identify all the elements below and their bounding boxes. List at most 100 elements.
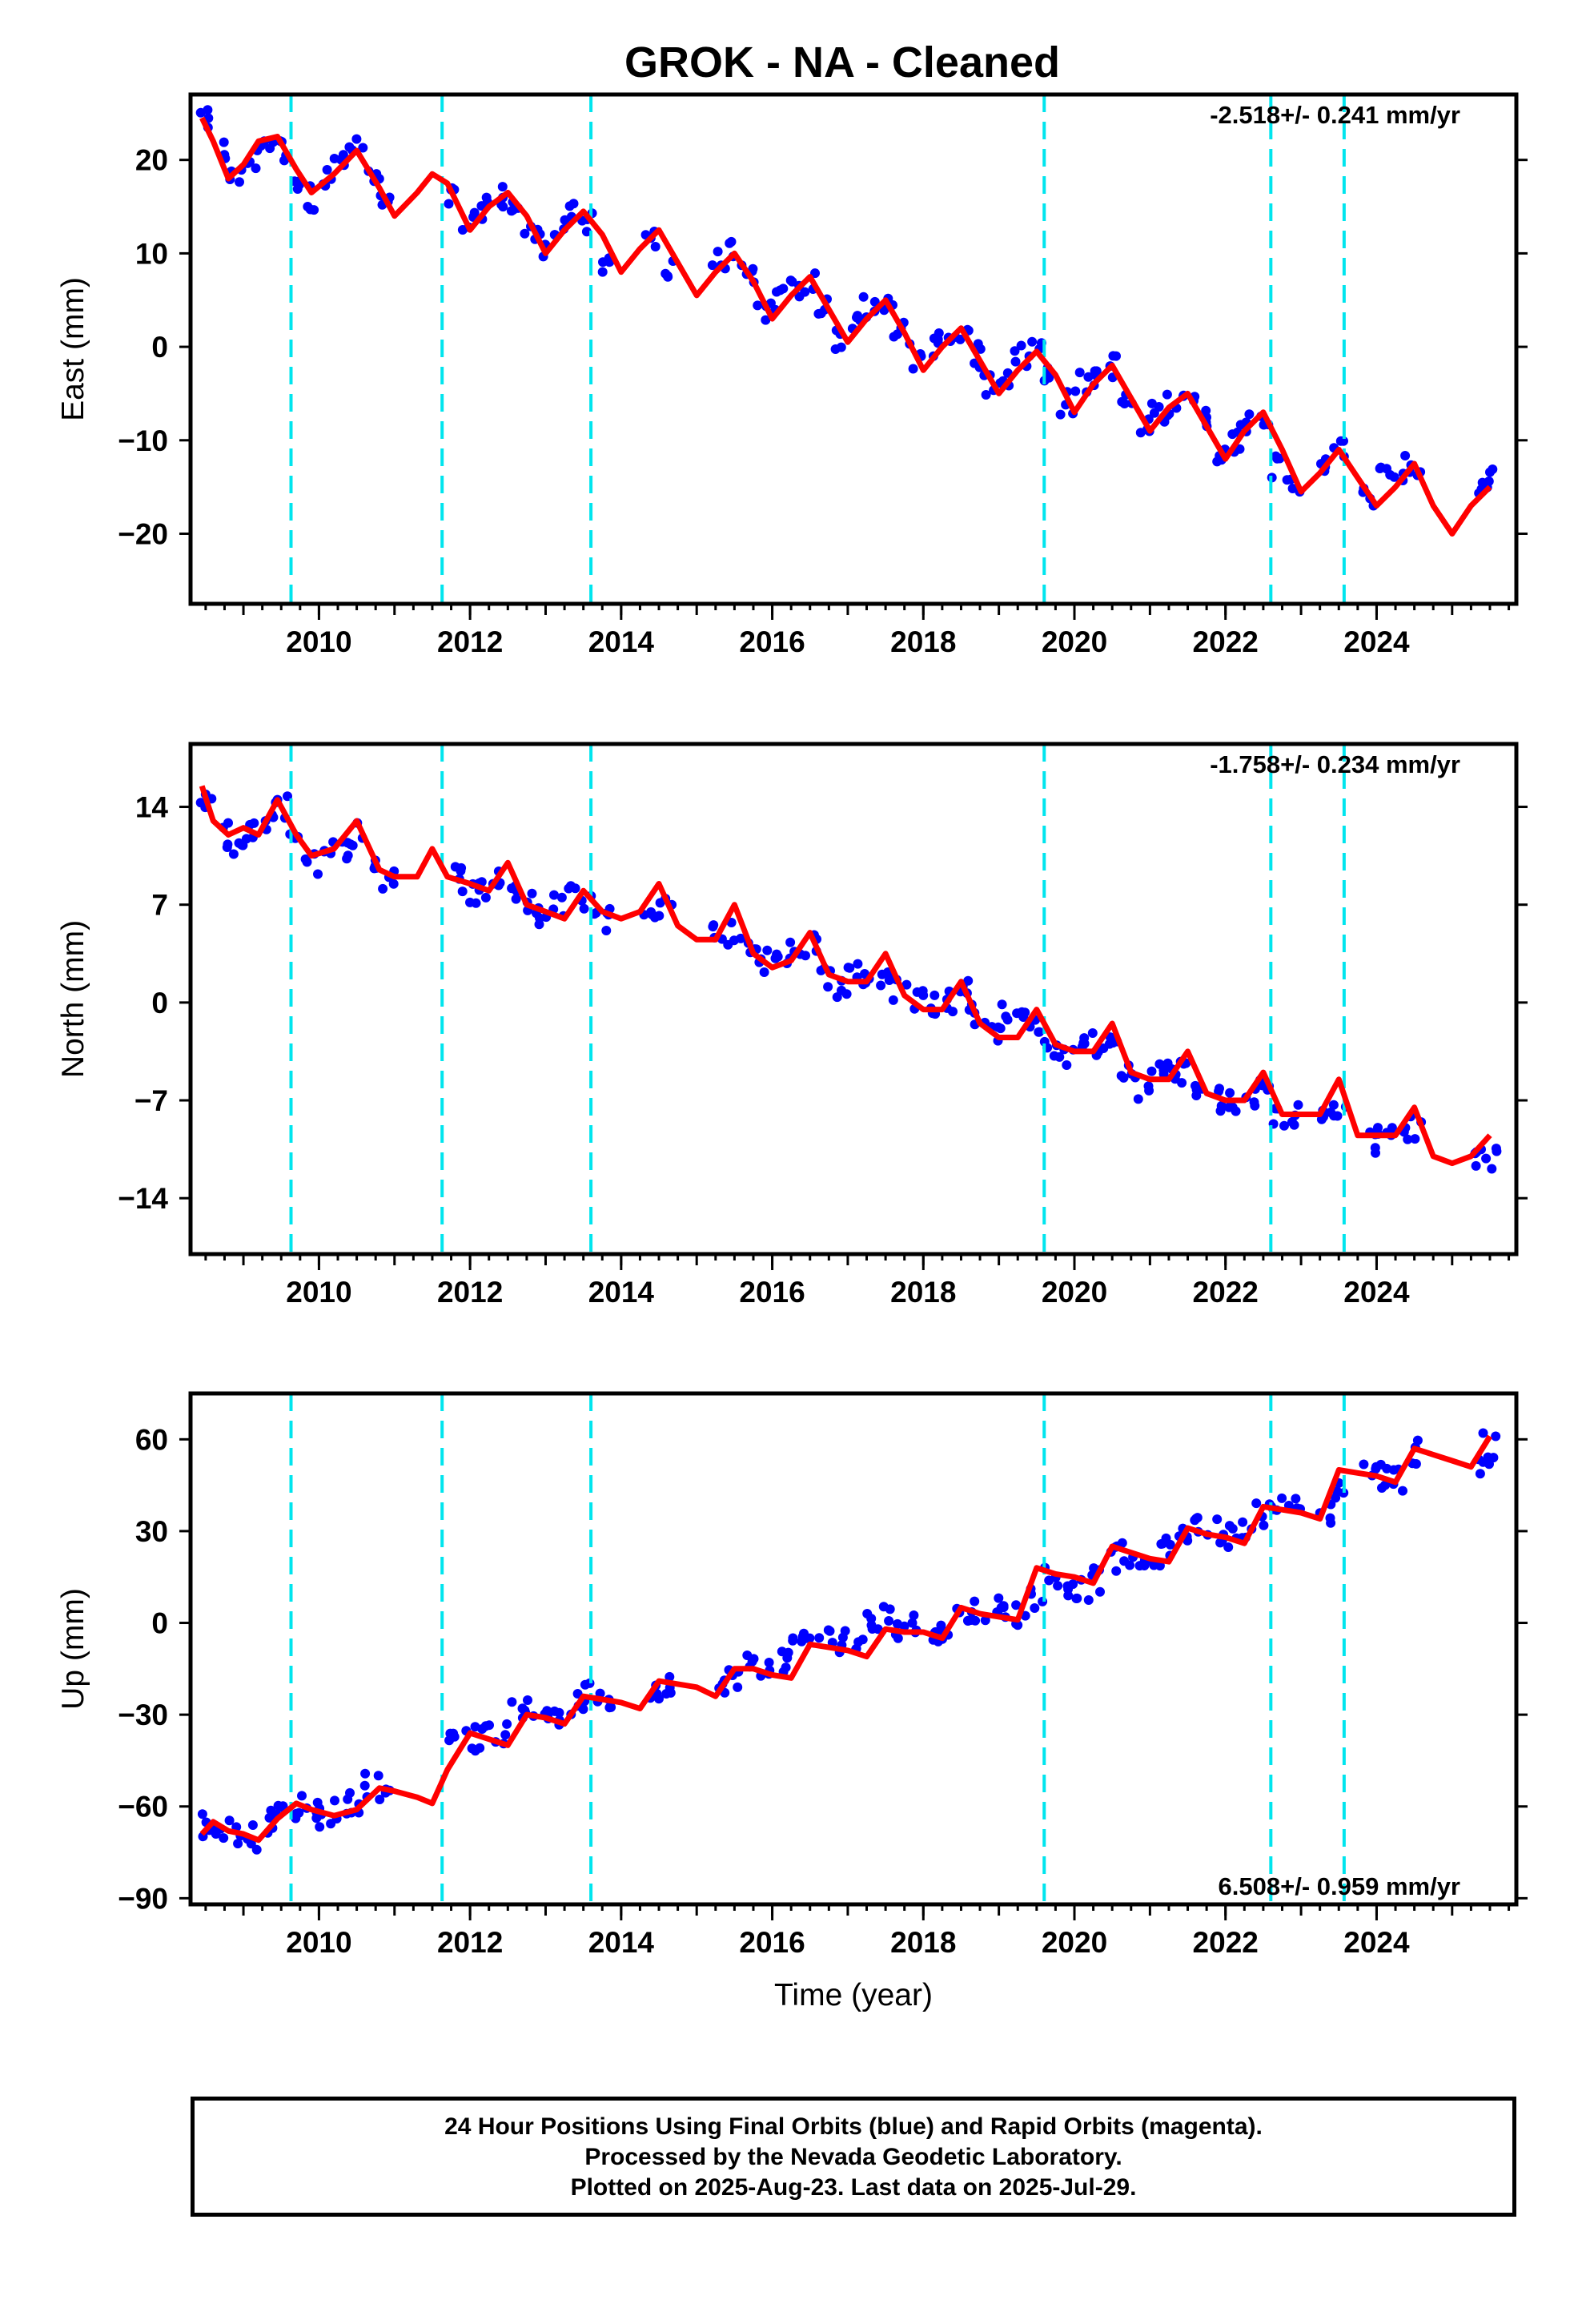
- observation-point: [223, 839, 233, 850]
- observation-point: [1133, 1094, 1143, 1104]
- observation-point: [1214, 1086, 1224, 1096]
- observation-point: [1016, 340, 1026, 351]
- observation-point: [1382, 464, 1391, 474]
- x-tick-label: 2016: [739, 1926, 805, 1959]
- observation-point: [1063, 1590, 1074, 1601]
- observation-point: [1070, 386, 1081, 396]
- x-tick-label: 2024: [1343, 1926, 1410, 1959]
- rate-label: -2.518+/- 0.241 mm/yr: [1210, 101, 1460, 129]
- observation-point: [465, 897, 475, 907]
- observation-point: [1223, 1542, 1234, 1552]
- observation-point: [825, 1626, 835, 1636]
- model-curve: [199, 116, 1492, 537]
- observation-point: [457, 887, 468, 897]
- observation-point: [1370, 1143, 1380, 1153]
- plot-area: [195, 744, 1502, 1254]
- observation-point: [858, 292, 869, 302]
- observation-point: [1339, 1488, 1349, 1498]
- x-tick-label: 2020: [1042, 1926, 1107, 1959]
- observation-point: [908, 364, 918, 374]
- y-axis-label: North (mm): [56, 920, 90, 1078]
- observation-point: [1010, 346, 1020, 356]
- x-tick-label: 2014: [588, 1276, 655, 1309]
- observation-point: [601, 926, 612, 935]
- observation-point: [228, 849, 239, 859]
- observation-point: [445, 1728, 456, 1739]
- observation-point: [980, 1615, 990, 1626]
- observation-point: [278, 1801, 288, 1811]
- observation-point: [801, 951, 810, 961]
- x-tick-label: 2020: [1042, 625, 1107, 658]
- observation-point: [1398, 1486, 1407, 1496]
- y-axis-label: Up (mm): [56, 1588, 90, 1710]
- observation-point: [814, 1633, 825, 1643]
- observation-point: [297, 1791, 307, 1801]
- observation-point: [663, 271, 673, 282]
- observation-point: [948, 1007, 958, 1017]
- observation-point: [1272, 453, 1283, 464]
- plot-frame: [188, 1391, 1519, 1907]
- observation-point: [195, 107, 206, 118]
- observation-point: [1068, 1579, 1078, 1590]
- observation-point: [251, 1844, 262, 1855]
- observation-point: [1149, 1560, 1159, 1570]
- observation-point: [315, 1822, 325, 1832]
- observation-point: [480, 1721, 491, 1731]
- observation-point: [1329, 1111, 1339, 1121]
- observation-point: [997, 999, 1007, 1010]
- x-tick-label: 2016: [739, 625, 805, 658]
- observation-point: [907, 1618, 917, 1628]
- x-axis-label: Time (year): [774, 1978, 933, 2012]
- observation-point: [506, 206, 516, 216]
- observation-point: [1010, 356, 1021, 367]
- observation-point: [733, 1682, 743, 1692]
- observation-point: [1116, 1071, 1126, 1081]
- x-tick-label: 2022: [1193, 1276, 1259, 1309]
- figure-title: GROK - NA - Cleaned: [624, 38, 1060, 86]
- observation-point: [1034, 1027, 1044, 1037]
- y-tick-label: −90: [118, 1882, 168, 1915]
- observation-point: [1027, 336, 1038, 347]
- observation-point: [753, 300, 763, 311]
- observation-point: [542, 1706, 552, 1716]
- caption-line-1: 24 Hour Positions Using Final Orbits (bl…: [444, 2113, 1263, 2140]
- observation-point: [322, 165, 332, 175]
- observation-point: [219, 1833, 229, 1844]
- observation-point: [877, 969, 887, 979]
- observation-point: [1475, 1469, 1485, 1479]
- observation-point: [981, 390, 991, 400]
- observation-point: [360, 1768, 371, 1779]
- observation-point: [523, 1695, 532, 1705]
- observation-point: [1192, 1513, 1203, 1523]
- y-tick-label: 7: [151, 889, 168, 922]
- y-tick-label: 20: [135, 144, 168, 177]
- observation-point: [330, 1795, 339, 1806]
- observation-point: [762, 945, 773, 955]
- observation-point: [654, 911, 665, 921]
- observation-point: [233, 1839, 243, 1849]
- observation-point: [1087, 1028, 1098, 1038]
- observation-point: [840, 1626, 850, 1636]
- observation-point: [606, 1702, 616, 1712]
- observation-point: [1331, 1493, 1341, 1503]
- x-tick-label: 2010: [286, 625, 351, 658]
- observation-point: [1149, 408, 1159, 418]
- x-tick-label: 2012: [437, 1276, 503, 1309]
- caption-line-3: Plotted on 2025-Aug-23. Last data on 202…: [570, 2174, 1137, 2201]
- observation-point: [836, 342, 846, 352]
- observation-point: [998, 1602, 1009, 1613]
- observation-point: [1001, 1011, 1011, 1022]
- observation-point: [995, 1023, 1006, 1034]
- observation-point: [930, 990, 940, 1000]
- observation-point: [873, 1624, 883, 1634]
- observation-point: [899, 1621, 909, 1631]
- observation-point: [579, 903, 589, 914]
- x-tick-label: 2022: [1193, 625, 1259, 658]
- observation-point: [444, 199, 454, 209]
- observation-point: [234, 838, 244, 848]
- observation-point: [665, 1687, 676, 1698]
- observation-point: [1359, 1459, 1369, 1470]
- observation-point: [955, 334, 966, 344]
- observation-point: [388, 879, 399, 889]
